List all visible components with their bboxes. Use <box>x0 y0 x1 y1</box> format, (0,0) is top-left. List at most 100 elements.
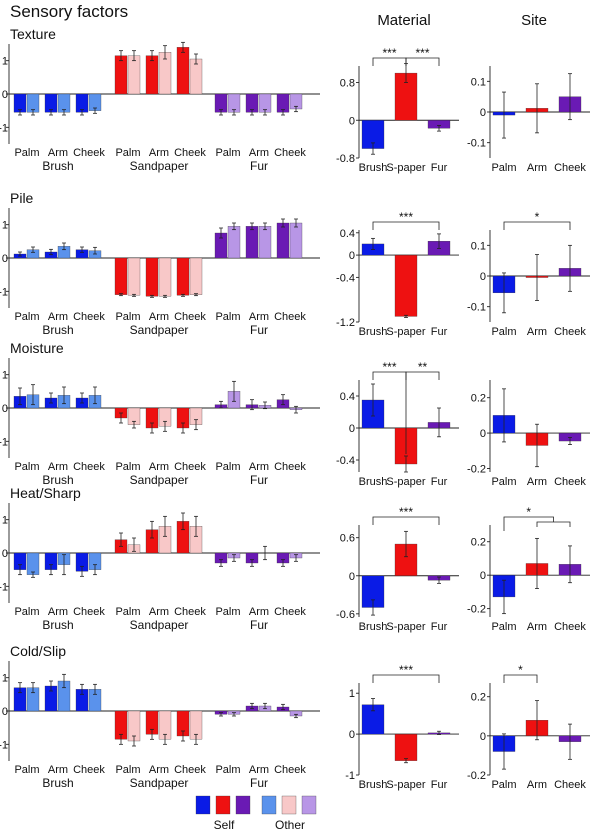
y-tick-label: -0.1 <box>467 138 486 150</box>
y-tick-label: 0 <box>480 428 486 440</box>
y-tick-label: 0 <box>2 706 8 718</box>
legend-self-swatch <box>235 795 251 815</box>
significance-label: *** <box>399 663 413 677</box>
category-label: Cheek <box>554 621 586 633</box>
significance-bracket <box>503 516 554 531</box>
site-label: Palm <box>14 311 39 323</box>
site-label: Arm <box>149 461 169 473</box>
y-tick-label: 0 <box>2 89 8 101</box>
significance-bracket <box>405 57 440 66</box>
site-label: Arm <box>249 606 269 618</box>
site-label: Cheek <box>73 606 105 618</box>
y-tick-label: -1 <box>0 739 8 751</box>
site-label: Palm <box>115 147 140 159</box>
category-label: Fur <box>431 162 448 174</box>
site-label: Palm <box>215 764 240 776</box>
category-label: Fur <box>431 476 448 488</box>
legend-other-swatch <box>261 795 277 815</box>
category-label: Palm <box>491 779 516 791</box>
category-label: Arm <box>527 476 547 488</box>
y-tick-label: -1 <box>0 286 8 298</box>
bar-sandpaper-arm-self <box>145 257 159 297</box>
material-label: Sandpaper <box>130 776 189 790</box>
significance-label: ** <box>418 360 428 374</box>
y-tick-label: -0.6 <box>336 609 355 621</box>
legend-other-swatch <box>281 795 297 815</box>
site-label: Arm <box>249 147 269 159</box>
category-label: S-paper <box>386 621 425 633</box>
site-label: Cheek <box>174 764 206 776</box>
bar-s-paper <box>394 254 418 317</box>
site-label: Arm <box>149 764 169 776</box>
y-tick-label: 0 <box>480 107 486 119</box>
category-label: Arm <box>527 621 547 633</box>
panel-title: Texture <box>10 26 56 42</box>
y-tick-label: 0 <box>349 729 355 741</box>
y-tick-label: -0.2 <box>467 463 486 475</box>
panel-title: Pile <box>10 190 34 206</box>
panels: Texture10-1PalmArmCheekBrushPalmArmCheek… <box>0 26 590 791</box>
material-label: Brush <box>42 776 73 790</box>
site-label: Arm <box>249 764 269 776</box>
site-label: Arm <box>149 311 169 323</box>
y-tick-label: -0.2 <box>467 770 486 782</box>
panel-texture-material: 0.8 0 -0.8 Brush S-paper Fur *** *** <box>336 46 459 174</box>
material-label: Brush <box>42 618 73 632</box>
site-label: Palm <box>14 764 39 776</box>
site-label: Arm <box>149 147 169 159</box>
y-tick-label: 0 <box>349 115 355 127</box>
material-label: Brush <box>42 159 73 173</box>
site-label: Cheek <box>174 606 206 618</box>
significance-label: *** <box>415 46 429 60</box>
site-label: Cheek <box>73 461 105 473</box>
bar-fur-cheek-other <box>289 222 303 259</box>
category-label: Cheek <box>554 162 586 174</box>
material-label: Fur <box>250 323 268 337</box>
site-label: Cheek <box>174 147 206 159</box>
category-label: Palm <box>491 476 516 488</box>
site-label: Arm <box>48 147 68 159</box>
legend-self-swatch <box>215 795 231 815</box>
site-label: Cheek <box>174 461 206 473</box>
material-label: Brush <box>42 323 73 337</box>
y-tick-label: 0.2 <box>471 692 486 704</box>
y-tick-label: -1.2 <box>336 317 355 329</box>
y-tick-label: 0.4 <box>340 391 355 403</box>
y-tick-label: 0.8 <box>340 78 355 90</box>
y-tick-label: -0.8 <box>336 153 355 165</box>
category-label: S-paper <box>386 162 425 174</box>
site-label: Cheek <box>73 147 105 159</box>
significance-label: *** <box>399 210 413 224</box>
bar-sandpaper-cheek-self <box>176 257 190 296</box>
bar-sandpaper-cheek-other <box>189 257 203 295</box>
site-label: Cheek <box>274 461 306 473</box>
y-tick-label: 1 <box>2 515 8 527</box>
bar-sandpaper-arm-other <box>158 257 172 297</box>
y-tick-label: -0.4 <box>336 272 355 284</box>
y-tick-label: -1 <box>0 122 8 134</box>
site-label: Arm <box>249 461 269 473</box>
category-label: Arm <box>527 779 547 791</box>
site-label: Arm <box>48 311 68 323</box>
bar-sandpaper-arm-self <box>145 55 159 95</box>
panel-heat-sharp-site: 0.2 0 -0.2 Palm Arm Cheek * <box>467 505 590 633</box>
material-label: Fur <box>250 618 268 632</box>
site-label: Palm <box>115 311 140 323</box>
site-label: Cheek <box>73 311 105 323</box>
significance-label: *** <box>399 505 413 519</box>
site-label: Palm <box>215 311 240 323</box>
y-tick-label: 1 <box>2 673 8 685</box>
y-tick-label: 1 <box>2 56 8 68</box>
category-label: Fur <box>431 326 448 338</box>
category-label: Arm <box>527 162 547 174</box>
material-label: Sandpaper <box>130 323 189 337</box>
y-tick-label: -1 <box>0 581 8 593</box>
bar-s-paper <box>394 733 418 761</box>
significance-bracket <box>536 521 571 527</box>
y-tick-label: 0 <box>2 253 8 265</box>
material-label: Fur <box>250 159 268 173</box>
figure-title: Sensory factors <box>10 2 128 21</box>
category-label: Palm <box>491 326 516 338</box>
